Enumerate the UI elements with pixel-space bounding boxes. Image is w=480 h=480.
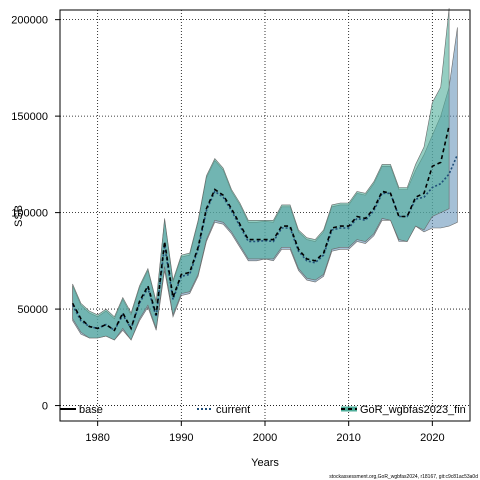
x-axis-title: Years <box>251 457 279 469</box>
x-tick-label: 2020 <box>420 432 444 444</box>
y-axis-title: SSB <box>13 205 25 227</box>
legend: base current GoR_wgbfas2023_fin <box>60 404 466 416</box>
confidence-bands <box>72 8 458 341</box>
y-axis-ticks: 0 50000 100000 150000 200000 <box>11 15 60 413</box>
line-GoR_wgbfas2023_fin <box>71 125 450 332</box>
y-tick-label: 200000 <box>11 15 48 27</box>
x-tick-label: 1980 <box>85 432 109 444</box>
band-current <box>72 27 458 341</box>
grid-lines <box>60 10 470 421</box>
y-tick-label: 100000 <box>11 208 48 220</box>
y-tick-label: 0 <box>42 401 48 413</box>
band-GoR_wgbfas2023_fin <box>72 8 450 341</box>
x-tick-label: 2010 <box>336 432 360 444</box>
x-tick-label: 1990 <box>169 432 193 444</box>
y-tick-label: 50000 <box>17 304 48 316</box>
legend-label-base: base <box>79 404 103 416</box>
y-tick-label: 150000 <box>11 111 48 123</box>
legend-label-current: current <box>216 404 250 416</box>
series-lines <box>71 125 459 332</box>
x-axis-ticks: 1980 1990 2000 2010 2020 <box>85 421 445 444</box>
legend-label-GoR_wgbfas2023_fin: GoR_wgbfas2023_fin <box>360 404 466 416</box>
x-tick-label: 2000 <box>253 432 277 444</box>
caption: stockassessment.org,GoR_wgbfas2024, r181… <box>329 474 478 480</box>
